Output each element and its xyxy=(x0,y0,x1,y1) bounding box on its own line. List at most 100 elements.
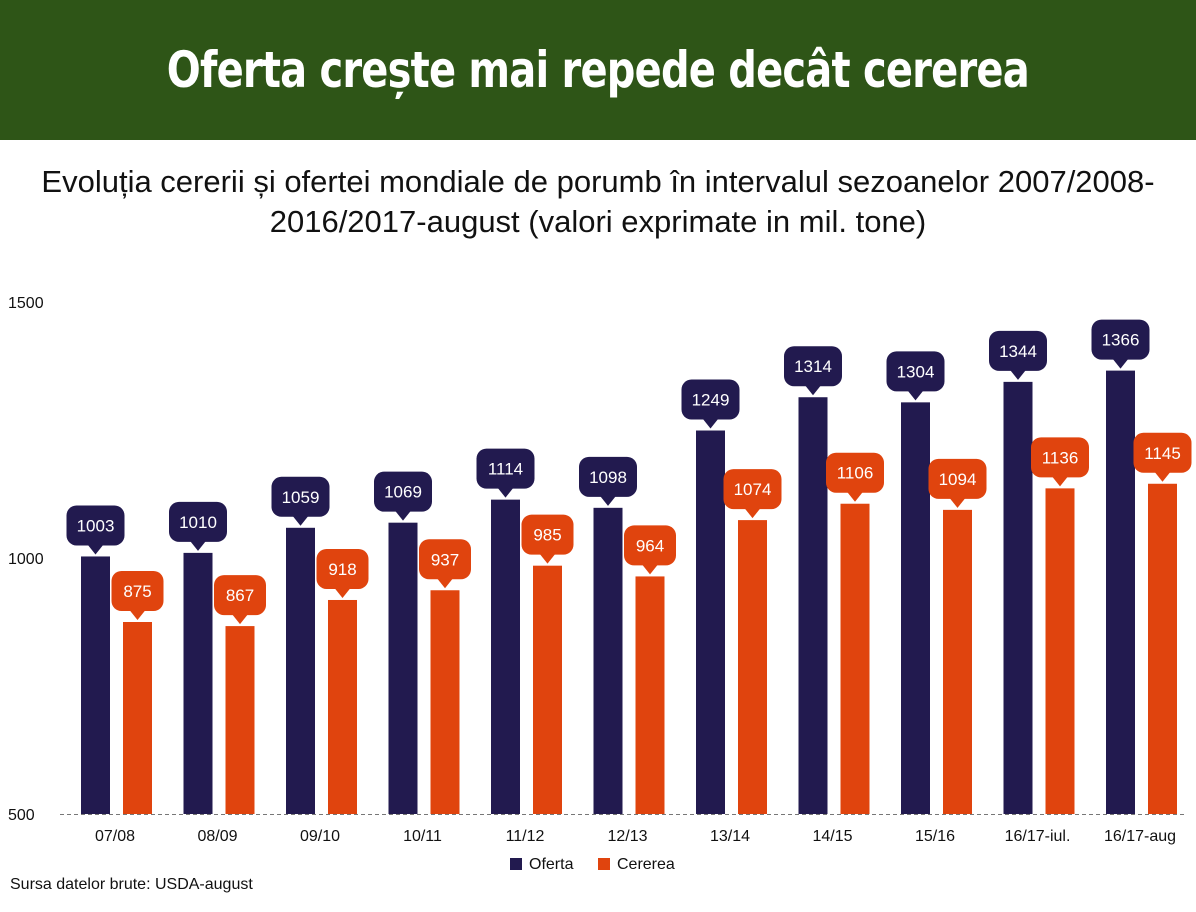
oferta-callout-pointer xyxy=(395,510,411,521)
oferta-bar xyxy=(901,402,930,814)
source-note: Sursa datelor brute: USDA-august xyxy=(10,876,253,893)
oferta-data-label: 1314 xyxy=(794,357,832,376)
oferta-callout xyxy=(784,346,842,387)
cererea-legend-swatch xyxy=(598,858,610,870)
cererea-callout-pointer xyxy=(744,508,761,519)
cererea-callout-pointer xyxy=(129,610,146,620)
oferta-callout-pointer xyxy=(87,544,104,555)
x-tick-label: 14/15 xyxy=(812,828,852,845)
cererea-bar xyxy=(635,576,665,814)
cererea-bar xyxy=(1148,483,1177,814)
cererea-callout-pointer xyxy=(1052,476,1068,487)
oferta-data-label: 1010 xyxy=(179,513,217,532)
oferta-callout xyxy=(579,456,637,497)
oferta-bar xyxy=(388,522,418,814)
oferta-callout xyxy=(271,476,330,517)
cererea-callout-pointer xyxy=(949,497,966,508)
cererea-callout xyxy=(419,539,471,580)
oferta-data-label: 1059 xyxy=(282,488,320,507)
oferta-bar xyxy=(183,552,213,814)
subtitle-line-1: Evoluția cererii și ofertei mondiale de … xyxy=(41,164,1155,199)
x-tick-label: 09/10 xyxy=(300,828,340,845)
cererea-callout-pointer xyxy=(539,553,556,564)
oferta-data-label: 1344 xyxy=(999,342,1037,361)
oferta-callout xyxy=(886,351,945,392)
cererea-callout xyxy=(521,514,574,555)
cererea-bar xyxy=(123,622,152,814)
cererea-data-label: 867 xyxy=(226,586,254,605)
oferta-legend-swatch xyxy=(510,858,522,870)
x-tick-label: 16/17-aug xyxy=(1104,828,1176,845)
oferta-data-label: 1304 xyxy=(897,362,935,381)
cererea-callout xyxy=(1133,432,1192,473)
x-tick-label: 07/08 xyxy=(95,828,135,845)
cererea-bar xyxy=(840,503,870,814)
cererea-data-label: 964 xyxy=(636,536,664,555)
cererea-bar xyxy=(738,520,767,814)
oferta-callout-pointer xyxy=(702,418,719,429)
x-tick-label: 08/09 xyxy=(197,828,237,845)
cererea-bar xyxy=(328,599,357,814)
cererea-data-label: 918 xyxy=(328,560,356,579)
cererea-callout xyxy=(111,571,164,611)
cererea-callout xyxy=(1031,437,1089,478)
oferta-callout xyxy=(66,505,125,546)
oferta-bar xyxy=(1106,370,1135,814)
oferta-callout xyxy=(989,330,1047,371)
oferta-bar xyxy=(593,507,623,814)
cererea-legend-label: Cererea xyxy=(617,856,675,873)
y-tick-label: 1000 xyxy=(8,551,44,568)
oferta-callout-pointer xyxy=(907,390,924,401)
cererea-data-label: 1094 xyxy=(939,470,977,489)
oferta-data-label: 1069 xyxy=(384,483,422,502)
oferta-legend-label: Oferta xyxy=(529,856,574,873)
oferta-callout-pointer xyxy=(1010,369,1026,380)
cererea-data-label: 937 xyxy=(431,550,459,569)
x-tick-label: 11/12 xyxy=(506,828,545,845)
cererea-data-label: 1145 xyxy=(1144,444,1181,463)
oferta-bar xyxy=(286,527,315,814)
oferta-callout-pointer xyxy=(497,487,514,498)
cererea-callout xyxy=(928,458,987,499)
oferta-callout-pointer xyxy=(292,515,309,526)
x-tick-label: 10/11 xyxy=(403,828,442,845)
oferta-bar xyxy=(798,397,828,814)
oferta-callout-pointer xyxy=(600,495,616,506)
cererea-data-label: 875 xyxy=(123,582,151,601)
oferta-bar xyxy=(491,499,520,814)
oferta-callout-pointer xyxy=(805,385,821,396)
oferta-callout xyxy=(1091,319,1150,360)
cererea-data-label: 1136 xyxy=(1042,448,1079,467)
cererea-callout xyxy=(826,452,884,493)
cererea-data-label: 985 xyxy=(533,526,561,545)
banner: Oferta crește mai repede decât cererea xyxy=(0,0,1196,140)
oferta-data-label: 1249 xyxy=(692,391,730,410)
oferta-callout xyxy=(476,448,535,489)
cererea-bar xyxy=(1045,488,1075,814)
oferta-callout xyxy=(681,379,740,420)
y-tick-label: 1500 xyxy=(8,295,44,312)
cererea-callout xyxy=(214,575,266,616)
y-tick-label: 500 xyxy=(8,807,35,824)
oferta-callout xyxy=(169,501,227,542)
cererea-callout-pointer xyxy=(642,564,658,575)
cererea-callout-pointer xyxy=(232,614,248,625)
oferta-data-label: 1003 xyxy=(77,516,115,535)
cererea-callout-pointer xyxy=(847,491,863,502)
oferta-data-label: 1098 xyxy=(589,468,627,487)
oferta-data-label: 1366 xyxy=(1102,331,1140,350)
x-tick-label: 16/17-iul. xyxy=(1005,828,1071,845)
cererea-bar xyxy=(225,626,255,814)
oferta-callout-pointer xyxy=(1112,358,1129,369)
oferta-bar xyxy=(1003,381,1033,814)
cererea-callout-pointer xyxy=(1154,471,1171,482)
cererea-bar xyxy=(430,590,460,814)
cererea-callout-pointer xyxy=(334,587,351,598)
banner-title: Oferta crește mai repede decât cererea xyxy=(166,41,1030,99)
cererea-data-label: 1074 xyxy=(734,480,772,499)
cererea-bar xyxy=(533,565,562,814)
x-tick-label: 13/14 xyxy=(710,828,750,845)
oferta-callout xyxy=(374,471,432,512)
x-tick-label: 12/13 xyxy=(607,828,647,845)
cererea-callout xyxy=(316,548,369,589)
